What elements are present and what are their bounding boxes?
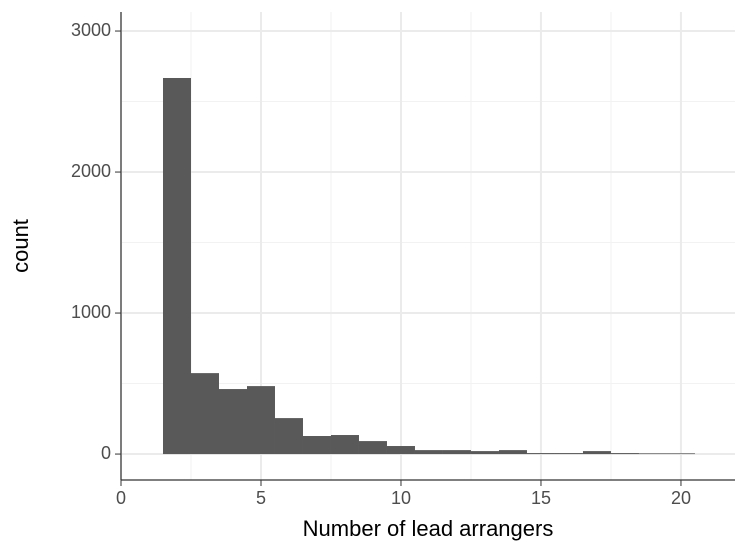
x-tick-label: 15 (531, 488, 551, 508)
bar (386, 446, 415, 455)
y-tick-label: 3000 (71, 20, 111, 40)
bar (554, 453, 583, 455)
bar (610, 453, 639, 455)
y-tick-label: 1000 (71, 302, 111, 322)
y-axis-title: count (8, 219, 33, 273)
bar (582, 451, 611, 455)
y-tick-label: 0 (101, 443, 111, 463)
bar (442, 450, 471, 455)
bar (470, 451, 499, 455)
bar (358, 441, 387, 455)
bar (190, 373, 219, 455)
bar (302, 436, 331, 455)
y-tick-label: 2000 (71, 161, 111, 181)
bar (526, 453, 555, 455)
bar (666, 453, 695, 455)
x-tick-label: 0 (116, 488, 126, 508)
bar (246, 386, 275, 455)
bar (218, 389, 247, 455)
bar (638, 453, 667, 455)
bar (162, 77, 191, 455)
bar (498, 450, 527, 455)
x-tick-label: 5 (256, 488, 266, 508)
x-tick-label: 10 (391, 488, 411, 508)
x-tick-label: 20 (671, 488, 691, 508)
bar (330, 435, 359, 455)
bar (274, 418, 303, 455)
x-axis-title: Number of lead arrangers (303, 516, 554, 541)
bar (414, 450, 443, 455)
